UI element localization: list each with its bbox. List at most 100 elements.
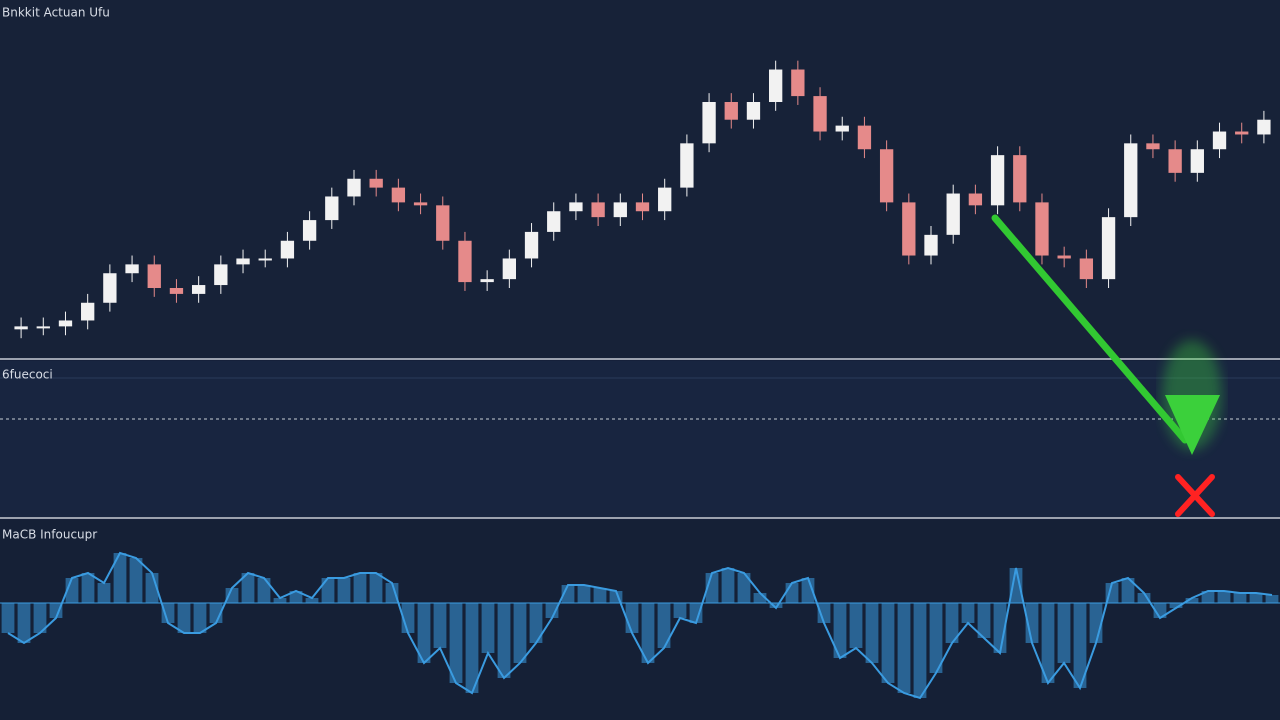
histogram-bar <box>769 603 783 608</box>
histogram-bar <box>1185 598 1199 603</box>
histogram-bar <box>513 603 527 663</box>
candle-body <box>236 258 250 265</box>
candle-body <box>524 231 539 259</box>
candle-body <box>458 240 472 283</box>
price-panel <box>0 0 1280 358</box>
candle-body <box>813 96 827 132</box>
histogram-bar <box>865 603 879 663</box>
candle-body <box>857 125 872 150</box>
histogram-bar <box>721 568 735 603</box>
histogram-bar <box>241 573 255 603</box>
red-x <box>1175 474 1215 517</box>
candle-body <box>613 202 627 218</box>
histogram-bar <box>641 603 655 663</box>
histogram-bar <box>177 603 191 633</box>
histogram-bar <box>321 578 335 603</box>
histogram-bar <box>337 578 351 603</box>
panel-title: 6fuecoci <box>2 368 53 382</box>
candle-body <box>591 202 605 218</box>
histogram-bar <box>353 573 367 603</box>
histogram-bar <box>305 598 319 603</box>
histogram-bar <box>1217 591 1231 603</box>
candle-body <box>1057 255 1071 259</box>
candle-body <box>413 202 428 206</box>
candle-body <box>347 178 361 197</box>
histogram-bar <box>1201 591 1215 603</box>
histogram-bar <box>945 603 959 643</box>
histogram-bar <box>17 603 31 643</box>
candle-body <box>835 125 849 132</box>
histogram-bar <box>193 603 207 633</box>
candle-body <box>547 211 561 232</box>
histogram-bar <box>449 603 463 683</box>
candle-body <box>1212 131 1227 150</box>
candle-body <box>946 193 960 235</box>
candle-body <box>502 258 516 280</box>
candle-body <box>990 155 1005 206</box>
histogram-bar <box>33 603 47 633</box>
histogram-bar <box>1025 603 1039 643</box>
histogram-bar <box>1265 595 1279 603</box>
candle-body <box>1190 149 1204 173</box>
histogram-bar <box>657 603 671 648</box>
histogram-bar <box>961 603 975 623</box>
histogram-bar <box>433 603 447 648</box>
indicator-panel <box>0 361 1280 517</box>
histogram-bar <box>785 583 799 603</box>
chart-title: Bnkkit Actuan Ufu <box>2 6 110 20</box>
histogram-bar <box>49 603 63 618</box>
candle-body <box>902 202 916 256</box>
candle-body <box>325 196 339 221</box>
candle-body <box>125 264 139 274</box>
histogram-bar <box>1009 568 1023 603</box>
candle-body <box>746 102 761 120</box>
histogram-bar <box>1 603 15 633</box>
histogram-bar <box>897 603 911 693</box>
candle-body <box>280 240 295 259</box>
candle-body <box>169 288 184 294</box>
histogram-bar <box>273 598 287 603</box>
candle-body <box>214 264 228 286</box>
candle-body <box>369 178 383 188</box>
histogram-bar <box>129 558 143 603</box>
candle-body <box>1124 143 1138 218</box>
candle-body <box>569 202 583 212</box>
candle-body <box>1168 149 1182 173</box>
candle-body <box>924 234 938 256</box>
histogram-bar <box>753 593 767 603</box>
candle-body <box>391 187 406 203</box>
histogram-bar <box>817 603 831 623</box>
candle-body <box>58 320 73 327</box>
histogram-bar <box>385 583 399 603</box>
histogram-bar <box>1233 593 1247 603</box>
histogram-bar <box>1121 578 1135 603</box>
histogram-bar <box>849 603 863 648</box>
histogram-bar <box>577 585 591 603</box>
green-arrow <box>991 214 1222 455</box>
histogram-bar <box>225 588 239 603</box>
histogram-bar <box>1041 603 1055 683</box>
histogram-bar <box>497 603 511 678</box>
histogram-bar <box>257 578 271 603</box>
histogram-bar <box>625 603 639 633</box>
histogram-bar <box>977 603 991 638</box>
candle-body <box>1013 155 1027 203</box>
histogram-bar <box>1169 603 1183 608</box>
candle-body <box>36 326 50 329</box>
histogram-bar <box>113 553 127 603</box>
histogram-bar <box>673 603 687 618</box>
histogram-bar <box>417 603 431 663</box>
candle-body <box>147 264 161 288</box>
candle-body <box>1035 202 1049 256</box>
histogram-bar <box>913 603 927 698</box>
candle-body <box>1101 217 1116 280</box>
candle-body <box>258 258 272 261</box>
histogram-bar <box>97 583 111 603</box>
candle-body <box>791 69 805 97</box>
candle-body <box>1235 131 1249 135</box>
histogram-bar <box>81 573 95 603</box>
candle-body <box>635 202 650 212</box>
candle-body <box>302 220 317 241</box>
candle-body <box>1146 143 1160 150</box>
